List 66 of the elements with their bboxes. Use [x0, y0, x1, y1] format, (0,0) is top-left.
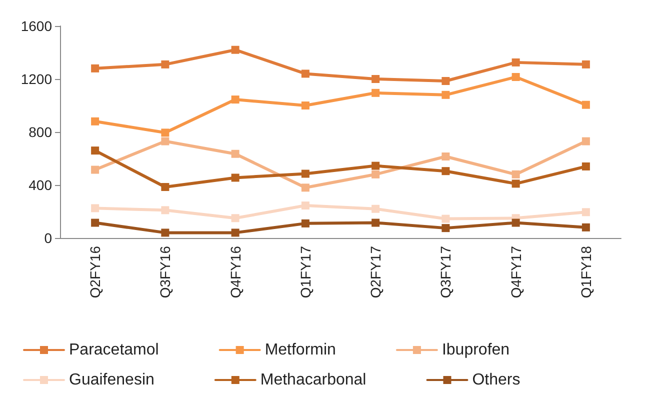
- point: [372, 204, 380, 213]
- point: [91, 64, 100, 72]
- point: [442, 152, 450, 161]
- point: [231, 46, 240, 54]
- x-tick-label: Q3FY17: [438, 246, 454, 298]
- point: [91, 204, 100, 212]
- point: [442, 224, 450, 232]
- point: [442, 90, 450, 99]
- y-tick-label: 1600: [20, 18, 52, 34]
- x-tick-label: Q2FY17: [368, 246, 384, 298]
- point: [301, 170, 310, 178]
- point: [372, 75, 380, 83]
- point: [91, 166, 100, 174]
- point: [301, 202, 310, 210]
- point: [161, 137, 170, 146]
- point: [91, 218, 100, 227]
- point: [161, 206, 170, 214]
- legend-label: Guaifenesin: [69, 372, 154, 388]
- point: [301, 70, 310, 78]
- legend-label: Others: [472, 372, 520, 388]
- point: [442, 214, 450, 223]
- point: [512, 180, 520, 188]
- point: [301, 102, 310, 110]
- legend-label: Paracetamol: [69, 342, 159, 358]
- x-tick-label: Q1FY17: [297, 246, 314, 298]
- point: [582, 100, 590, 109]
- point: [91, 117, 100, 126]
- point: [582, 162, 590, 170]
- point: [582, 137, 590, 146]
- point: [301, 184, 310, 192]
- point: [161, 182, 170, 191]
- legend-label: Ibuprofen: [442, 342, 510, 358]
- x-tick-label: Q2FY16: [87, 246, 104, 298]
- point: [372, 88, 380, 97]
- point: [512, 218, 520, 227]
- point: [512, 170, 520, 178]
- point: [161, 60, 170, 68]
- y-tick-label: 800: [28, 124, 52, 140]
- point: [231, 228, 240, 237]
- x-tick-label: Q3FY16: [157, 246, 174, 298]
- x-tick-label: Q4FY16: [227, 246, 244, 298]
- point: [301, 219, 310, 228]
- point: [161, 128, 170, 137]
- point: [442, 167, 450, 176]
- point: [442, 76, 450, 85]
- point: [512, 58, 520, 66]
- y-tick-label: 0: [44, 230, 52, 246]
- point: [372, 162, 380, 170]
- point: [231, 214, 240, 222]
- point: [91, 146, 100, 155]
- y-tick-label: 400: [28, 177, 52, 193]
- legend-label: Methacarbonal: [260, 372, 366, 388]
- y-tick-label: 1200: [20, 71, 52, 87]
- point: [161, 228, 170, 237]
- x-tick-label: Q4FY17: [508, 246, 524, 298]
- point: [512, 73, 520, 82]
- point: [372, 218, 380, 227]
- point: [372, 170, 380, 178]
- point: [231, 96, 240, 104]
- point: [231, 150, 240, 158]
- point: [582, 208, 590, 216]
- point: [582, 223, 590, 232]
- point: [231, 174, 240, 182]
- legend-label: Metformin: [264, 342, 336, 358]
- point: [582, 60, 590, 68]
- x-tick-label: Q1FY18: [578, 246, 594, 298]
